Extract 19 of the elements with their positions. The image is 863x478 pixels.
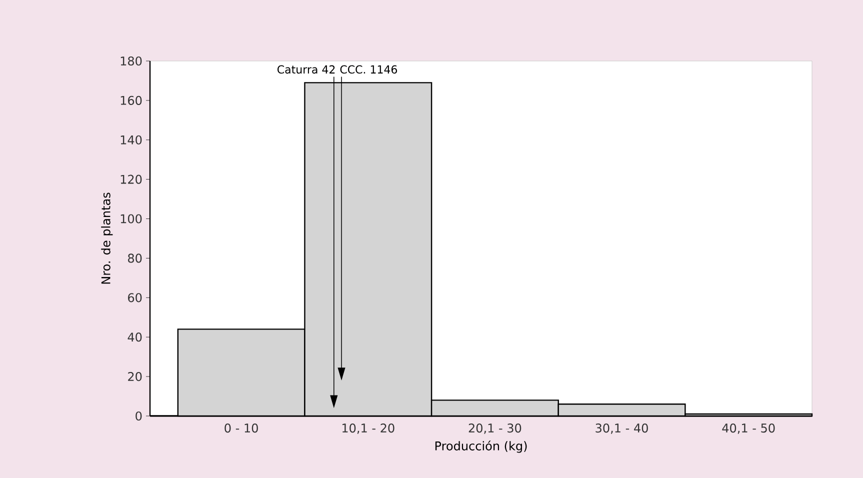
y-tick-label: 100	[120, 214, 142, 224]
x-tick-label: 30,1 - 40	[596, 424, 648, 434]
y-tick-label: 160	[120, 96, 142, 105]
annotation: CCC. 1146	[340, 65, 398, 74]
y-tick-label: 140	[120, 135, 142, 144]
y-axis-title: Nro. de plantas	[101, 192, 113, 284]
y-tick-label: 20	[128, 372, 142, 382]
y-tick-label: 0	[136, 411, 142, 421]
x-tick-label: 0 - 10	[224, 424, 258, 433]
y-tick-label: 80	[128, 254, 142, 263]
y-tick-label: 120	[120, 174, 142, 184]
x-tick-label: 10,1 - 20	[342, 424, 394, 434]
x-tick-label: 20,1 - 30	[468, 424, 522, 434]
x-axis-title: Producción (kg)	[435, 440, 527, 453]
y-tick-label: 60	[128, 293, 142, 302]
y-tick-label: 40	[128, 332, 142, 342]
y-tick-label: 180	[120, 56, 142, 66]
x-tick-label: 40,1 - 50	[722, 424, 775, 434]
annotation: Caturra 42	[278, 65, 335, 74]
